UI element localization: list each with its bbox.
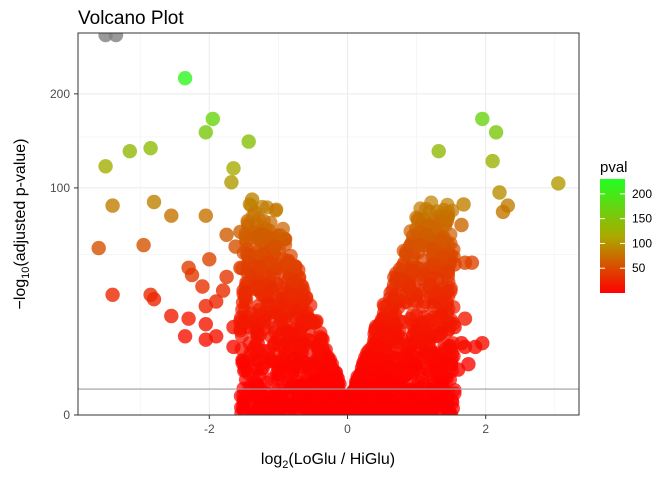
data-point	[440, 264, 455, 279]
color-legend: pval 50 100 150 200	[600, 159, 652, 293]
data-point	[457, 339, 473, 355]
data-point	[457, 311, 473, 326]
data-point	[464, 255, 480, 270]
data-point	[551, 176, 566, 191]
data-point	[419, 322, 435, 338]
data-point	[431, 144, 446, 159]
data-point	[426, 242, 442, 257]
data-point	[226, 319, 241, 335]
legend-tick-label: 50	[632, 261, 646, 275]
data-point	[244, 192, 260, 207]
data-point	[240, 247, 255, 262]
data-point	[450, 362, 466, 377]
data-point	[253, 227, 269, 242]
data-point	[492, 185, 507, 200]
data-point	[122, 144, 137, 159]
data-point	[226, 339, 241, 355]
data-point	[419, 227, 435, 242]
y-axis-label: −log10(adjusted p-value)	[12, 138, 32, 309]
x-axis-label-body: (LoGlu / HiGlu)	[288, 451, 395, 468]
data-point	[392, 271, 407, 286]
data-point	[488, 125, 504, 140]
data-point	[447, 319, 462, 335]
y-tick-label: 0	[63, 408, 70, 422]
data-point	[233, 224, 248, 240]
x-tick-label: 0	[344, 422, 351, 436]
data-point	[198, 208, 213, 223]
data-point	[250, 336, 265, 351]
data-point	[233, 260, 248, 275]
data-point	[177, 329, 193, 344]
data-point	[437, 250, 452, 265]
data-point	[402, 279, 417, 294]
data-point	[146, 194, 162, 210]
data-point	[399, 247, 414, 262]
legend-tick-label: 100	[632, 236, 652, 250]
data-point	[146, 292, 162, 307]
data-point	[184, 267, 200, 283]
chart-title: Volcano Plot	[78, 8, 184, 29]
data-point	[475, 111, 490, 127]
data-point	[202, 252, 217, 267]
y-axis-label-subscript: 10	[20, 267, 32, 279]
data-point	[454, 217, 469, 233]
data-point	[143, 141, 158, 156]
data-point	[219, 269, 234, 285]
x-tick-label: -2	[204, 422, 215, 436]
data-point	[198, 125, 213, 140]
data-point	[224, 175, 239, 190]
data-points	[91, 33, 566, 415]
data-point	[250, 279, 265, 294]
legend-tick-label: 200	[632, 187, 652, 201]
y-tick-label: 100	[50, 181, 70, 195]
x-axis-label-subscript: 2	[282, 459, 288, 471]
data-point	[136, 237, 151, 253]
data-point	[281, 255, 296, 270]
data-point	[426, 257, 442, 272]
colorbar	[600, 179, 625, 293]
data-point	[468, 339, 483, 355]
data-point	[205, 111, 220, 127]
data-point	[105, 287, 120, 302]
data-point	[177, 71, 193, 86]
data-point	[98, 159, 113, 174]
legend-tick-label: 150	[632, 212, 652, 226]
data-point	[164, 208, 179, 223]
y-axis-label-body: (adjusted p-value)	[12, 138, 29, 266]
data-point	[267, 336, 283, 351]
data-point	[267, 239, 283, 254]
data-point	[91, 240, 106, 256]
data-point	[181, 311, 196, 326]
x-axis-label: log2(LoGlu / HiGlu)	[261, 451, 395, 471]
x-axis-label-prefix: log	[261, 451, 282, 468]
data-point	[215, 283, 231, 298]
data-point	[198, 298, 213, 314]
data-point	[241, 134, 256, 149]
y-axis-ticks: 0 100 200	[50, 87, 78, 422]
data-point	[226, 161, 241, 176]
data-point	[433, 325, 448, 341]
data-point	[219, 227, 234, 242]
data-point	[108, 33, 124, 43]
data-point	[485, 153, 500, 169]
legend-title: pval	[600, 159, 628, 176]
data-point	[105, 198, 120, 213]
data-point	[253, 262, 269, 277]
data-point	[456, 197, 471, 212]
y-axis-label-prefix: −log	[12, 279, 29, 310]
data-point	[264, 255, 279, 270]
x-tick-label: 2	[482, 422, 489, 436]
data-point	[164, 308, 179, 324]
data-point	[260, 296, 276, 311]
data-point	[195, 279, 210, 294]
data-point	[495, 204, 511, 220]
data-point	[228, 239, 243, 254]
data-point	[430, 311, 445, 326]
y-tick-label: 200	[50, 87, 70, 101]
data-point	[198, 317, 213, 332]
data-point	[388, 287, 404, 302]
data-point	[198, 332, 213, 347]
x-axis-ticks: -2 0 2	[204, 415, 489, 436]
